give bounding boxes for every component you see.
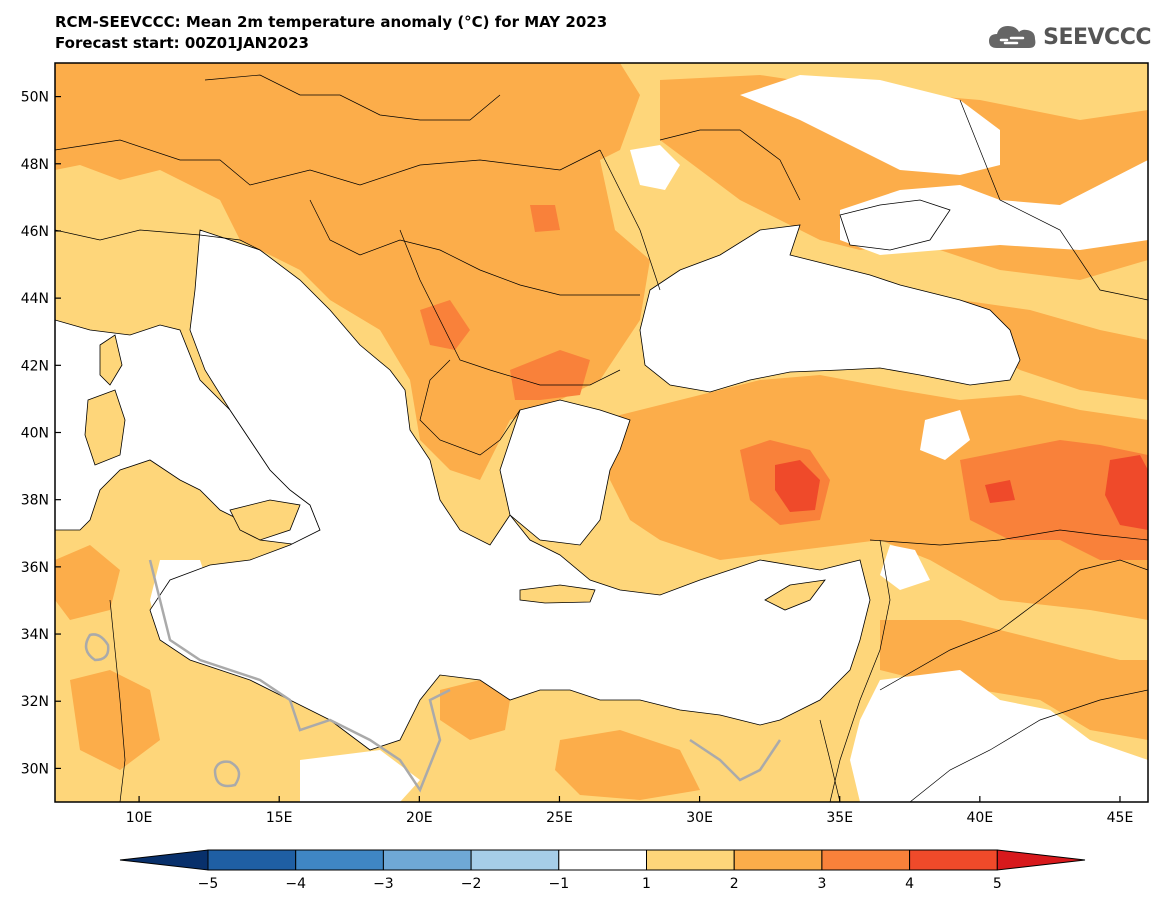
colorbar-tick-label: −4 bbox=[285, 876, 306, 892]
colorbar-tick-label: −1 bbox=[548, 876, 569, 892]
anomaly-zone-serbia bbox=[420, 300, 470, 350]
island-cyprus bbox=[764, 579, 826, 611]
sea-black-sea bbox=[639, 224, 1021, 393]
low-anomaly-turkey-patch bbox=[920, 410, 970, 460]
island-crete bbox=[519, 584, 596, 604]
lon-label: 10E bbox=[126, 810, 153, 826]
colorbar-tick-label: 2 bbox=[730, 876, 739, 892]
low-anomaly-libya-desert bbox=[150, 560, 220, 650]
lat-label: 44N bbox=[21, 291, 49, 307]
anomaly-zone-east-anatolia bbox=[960, 440, 1148, 560]
sea-central-mediterranean bbox=[149, 229, 871, 751]
colorbar-tick-label: 4 bbox=[905, 876, 914, 892]
colorbar-segment bbox=[382, 849, 472, 871]
lat-label: 50N bbox=[21, 90, 49, 106]
longitude-axis: 10E 15E 20E 25E 30E 35E 40E 45E bbox=[126, 796, 1134, 826]
colorbar-tick-label: 3 bbox=[817, 876, 826, 892]
country-borders bbox=[55, 74, 1148, 802]
colorbar-extend-high bbox=[996, 849, 1086, 871]
lat-label: 34N bbox=[21, 627, 49, 643]
map-title: RCM-SEEVCCC: Mean 2m temperature anomaly… bbox=[55, 13, 608, 31]
lon-label: 20E bbox=[406, 810, 433, 826]
anomaly-zone-peak-far-east bbox=[1105, 455, 1148, 530]
anomaly-zone-egypt bbox=[555, 730, 700, 800]
anomaly-zone-peak-central bbox=[775, 460, 820, 512]
lat-label: 32N bbox=[21, 694, 49, 710]
low-anomaly-north-ukraine bbox=[740, 75, 1000, 175]
colorbar-segment bbox=[821, 849, 911, 871]
colorbar: −5 −4 −3 −2 −1 1 2 3 4 5 bbox=[119, 849, 1086, 892]
colorbar-segment bbox=[295, 849, 384, 871]
colorbar-segment bbox=[470, 849, 560, 871]
colorbar-segment bbox=[207, 849, 297, 871]
cloud-logo-icon bbox=[989, 26, 1036, 48]
lat-label: 40N bbox=[21, 426, 49, 442]
island-sicily bbox=[229, 499, 301, 541]
seevccc-logo: SEEVCCC bbox=[987, 22, 1151, 52]
lon-label: 15E bbox=[266, 810, 293, 826]
anomaly-zone-levant-east bbox=[880, 620, 1148, 740]
map-frame bbox=[54, 62, 1149, 803]
colorbar-tick-label: 5 bbox=[993, 876, 1002, 892]
colorbar-segment bbox=[733, 849, 823, 871]
low-anomaly-syria bbox=[880, 545, 930, 590]
anomaly-zone-tunisia bbox=[55, 545, 120, 620]
anomaly-zone-romania bbox=[530, 205, 560, 232]
zero-contour bbox=[84, 559, 782, 793]
colorbar-tick-label: −5 bbox=[198, 876, 219, 892]
anomaly-zone-central-europe bbox=[55, 63, 650, 480]
low-anomaly-jordan bbox=[850, 670, 1148, 802]
anomaly-zone-libya-coast bbox=[440, 680, 510, 740]
colorbar-extend-low bbox=[119, 849, 209, 871]
land-anomaly-base bbox=[55, 63, 1148, 802]
colorbar-tick-label: −3 bbox=[373, 876, 394, 892]
colorbar-tick-label: 1 bbox=[642, 876, 651, 892]
anomaly-zone-anatolia bbox=[600, 375, 1148, 620]
low-anomaly-moldova bbox=[630, 145, 680, 190]
sea-aegean bbox=[499, 399, 631, 546]
latitude-axis: 50N 48N 46N 44N 42N 40N 38N 36N 34N 32N 30N bbox=[21, 90, 61, 777]
colorbar-segment bbox=[558, 849, 647, 871]
island-sardinia bbox=[84, 389, 126, 466]
lon-label: 35E bbox=[826, 810, 853, 826]
lat-label: 42N bbox=[21, 358, 49, 374]
low-anomaly-crimea-area bbox=[840, 160, 1148, 255]
forecast-start: Forecast start: 00Z01JAN2023 bbox=[55, 34, 309, 52]
anomaly-zone-bulgaria bbox=[510, 350, 590, 400]
anomaly-zone-central-anatolia bbox=[740, 440, 830, 525]
lon-label: 30E bbox=[686, 810, 713, 826]
lat-label: 46N bbox=[21, 224, 49, 240]
anomaly-zone-ukraine bbox=[660, 75, 1148, 280]
colorbar-tick-label: −2 bbox=[461, 876, 482, 892]
sea-mediterranean bbox=[55, 319, 321, 546]
colorbar-segment bbox=[646, 849, 735, 871]
lon-label: 45E bbox=[1107, 810, 1134, 826]
lat-label: 48N bbox=[21, 157, 49, 173]
island-corsica bbox=[99, 334, 123, 386]
lat-label: 30N bbox=[21, 761, 49, 777]
anomaly-zone-caucasus bbox=[960, 300, 1148, 400]
lat-label: 38N bbox=[21, 493, 49, 509]
anomaly-zone-libya-west bbox=[70, 670, 160, 770]
lon-label: 25E bbox=[546, 810, 573, 826]
sea-azov bbox=[839, 199, 951, 251]
colorbar-segment bbox=[909, 849, 998, 871]
lat-label: 36N bbox=[21, 560, 49, 576]
lon-label: 40E bbox=[967, 810, 994, 826]
anomaly-zone-peak-east bbox=[985, 480, 1015, 503]
logo-text: SEEVCCC bbox=[1043, 24, 1151, 50]
low-anomaly-central-sahara bbox=[300, 750, 420, 802]
